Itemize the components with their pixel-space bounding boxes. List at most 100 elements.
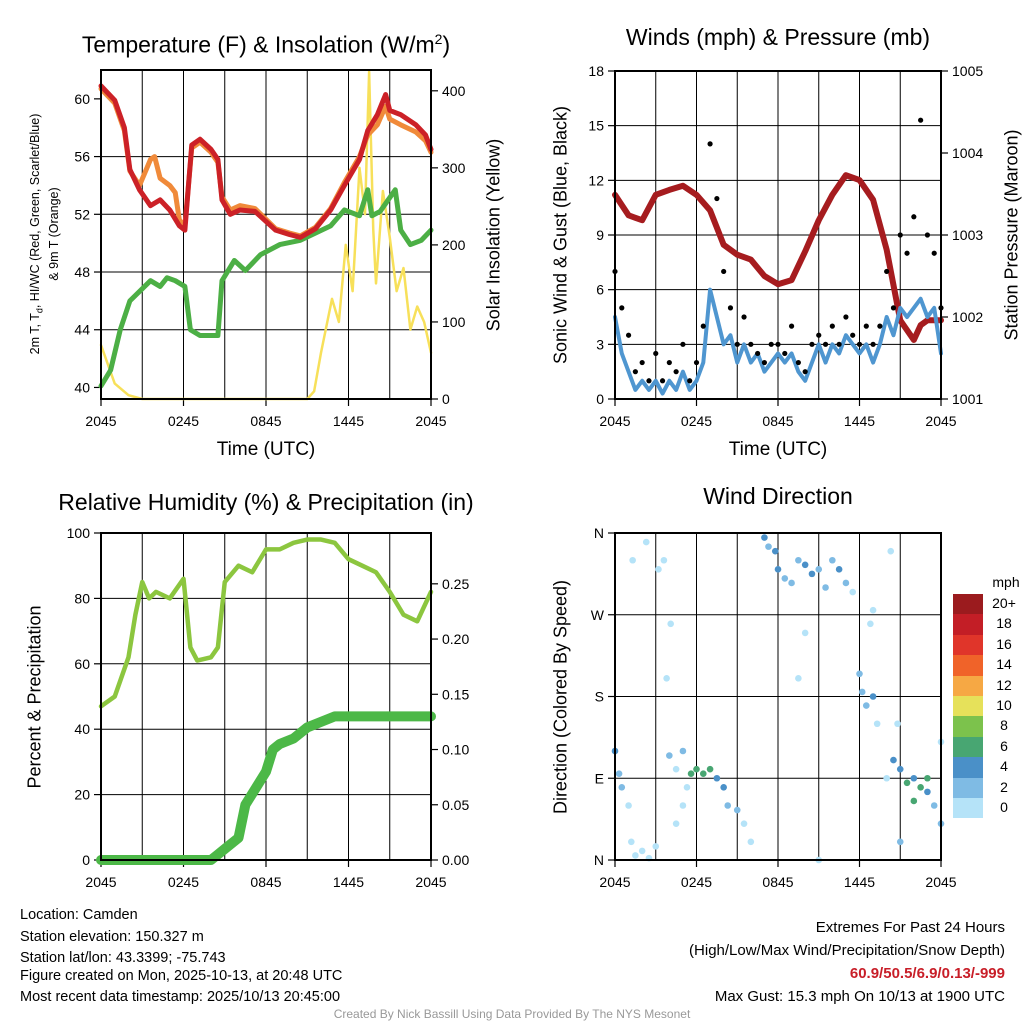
gust-point: [693, 359, 700, 366]
x-tick-label: 2045: [925, 413, 956, 429]
gust-point: [687, 378, 693, 384]
wind-direction-point: [829, 556, 836, 564]
gust-point: [816, 332, 822, 338]
temp-x-label: Time (UTC): [216, 439, 316, 460]
wind-direction-point: [795, 675, 802, 682]
x-tick-label: 0845: [762, 413, 793, 429]
wind-direction-point: [930, 802, 938, 809]
gust-point: [931, 250, 937, 256]
y-tick-label: 9: [596, 227, 604, 243]
legend-swatch-16: [953, 634, 983, 656]
wind-direction-point: [924, 788, 931, 796]
wind-y2-label: Station Pressure (Maroon): [1001, 129, 1022, 341]
wind-direction-point: [740, 820, 748, 827]
x-tick-label: 0245: [681, 413, 712, 429]
legend-swatch-20+: [953, 594, 983, 615]
gust-point: [802, 369, 808, 375]
gust-point: [659, 378, 666, 384]
legend-swatch-18: [953, 614, 983, 635]
y-tick-label: 100: [67, 525, 91, 541]
y-tick-label: 3: [596, 336, 604, 352]
x-tick-label: 2045: [85, 874, 116, 890]
y-tick-label: 15: [588, 118, 604, 134]
y-tick-label: 6: [596, 282, 604, 298]
gust-point: [856, 341, 863, 347]
legend-label: 12: [996, 676, 1012, 693]
y-tick-label: N: [594, 852, 604, 868]
relative-humidity-line: [98, 537, 434, 709]
gust-point: [822, 341, 829, 347]
footer-location: Location: Camden: [20, 907, 138, 923]
gust-point: [870, 341, 876, 347]
wind-direction-point: [663, 675, 670, 682]
gust-point: [700, 323, 706, 329]
temp-y-label-sub: d: [34, 308, 45, 314]
temp-y2-label: Solar Insolation (Yellow): [483, 138, 504, 332]
legend-unit: mph: [992, 574, 1020, 590]
wind-direction-point: [713, 774, 721, 782]
x-tick-label: 0245: [168, 874, 199, 890]
gust-point: [748, 341, 754, 347]
y-tick-label: 52: [74, 206, 90, 222]
wind-direction-point: [896, 838, 904, 846]
wind-direction-point: [896, 765, 904, 773]
gust-point: [904, 250, 910, 256]
wind-direction-point: [666, 752, 673, 759]
x-tick-label: 2045: [599, 874, 630, 890]
y-tick-label: E: [595, 770, 604, 786]
gust-point: [911, 214, 917, 220]
footer-elevation: Station elevation: 150.327 m: [20, 929, 204, 945]
wind-direction-point: [903, 779, 911, 787]
footer-recent: Most recent data timestamp: 2025/10/13 2…: [20, 989, 341, 1005]
gust-point: [809, 341, 815, 347]
gust-point: [755, 350, 761, 357]
y2-tick-label: 300: [442, 160, 466, 176]
y-tick-label: W: [591, 607, 605, 623]
wind-direction-point: [867, 620, 874, 628]
wind-direction-point: [869, 606, 877, 614]
wind-direction-point: [862, 702, 870, 709]
legend-swatch-10: [953, 696, 983, 717]
gust-point: [768, 341, 774, 347]
legend-label: 16: [996, 635, 1012, 652]
wind-direction-point: [655, 566, 662, 573]
wind-direction-point: [660, 556, 668, 564]
y2-tick-label: 1004: [952, 145, 983, 161]
gust-point: [788, 323, 795, 329]
gust-point: [666, 359, 672, 366]
wind-direction-point: [672, 820, 680, 827]
wind-direction-point: [910, 774, 918, 782]
wind-direction-point: [924, 774, 931, 782]
gust-point: [632, 369, 638, 375]
rh-chart-title: Relative Humidity (%) & Precipitation (i…: [58, 489, 474, 515]
footer-latlon: Station lat/lon: 43.3399; -75.743: [20, 950, 226, 966]
gust-point: [741, 314, 747, 320]
wind-direction-point: [883, 774, 890, 782]
wind-direction-point: [894, 720, 901, 728]
x-tick-label: 2045: [85, 413, 116, 429]
gust-point: [863, 323, 869, 329]
gust-point: [639, 359, 645, 366]
x-tick-label: 1445: [844, 413, 875, 429]
legend-swatch-0: [953, 798, 983, 819]
gust-point: [619, 305, 625, 311]
wind-direction-point: [890, 756, 897, 764]
y-tick-label: 12: [588, 172, 604, 188]
x-tick-label: 2045: [925, 874, 956, 890]
extremes-title: Extremes For Past 24 Hours: [815, 919, 1005, 936]
gust-point: [625, 332, 632, 338]
x-tick-label: 2045: [599, 413, 630, 429]
wind-direction-point: [638, 847, 646, 855]
legend-swatch-6: [953, 736, 983, 758]
wind-direction-point: [667, 620, 674, 628]
y-tick-label: 48: [74, 264, 90, 280]
2m-t-line: [98, 83, 434, 240]
wind-direction-point: [761, 534, 768, 541]
gust-point: [924, 232, 931, 238]
temp-y-label-a: 2m T, T: [27, 313, 42, 355]
gust-point: [843, 314, 849, 320]
wind-direction-point: [652, 843, 660, 850]
gust-point: [795, 359, 801, 366]
x-tick-label: 0245: [681, 874, 712, 890]
